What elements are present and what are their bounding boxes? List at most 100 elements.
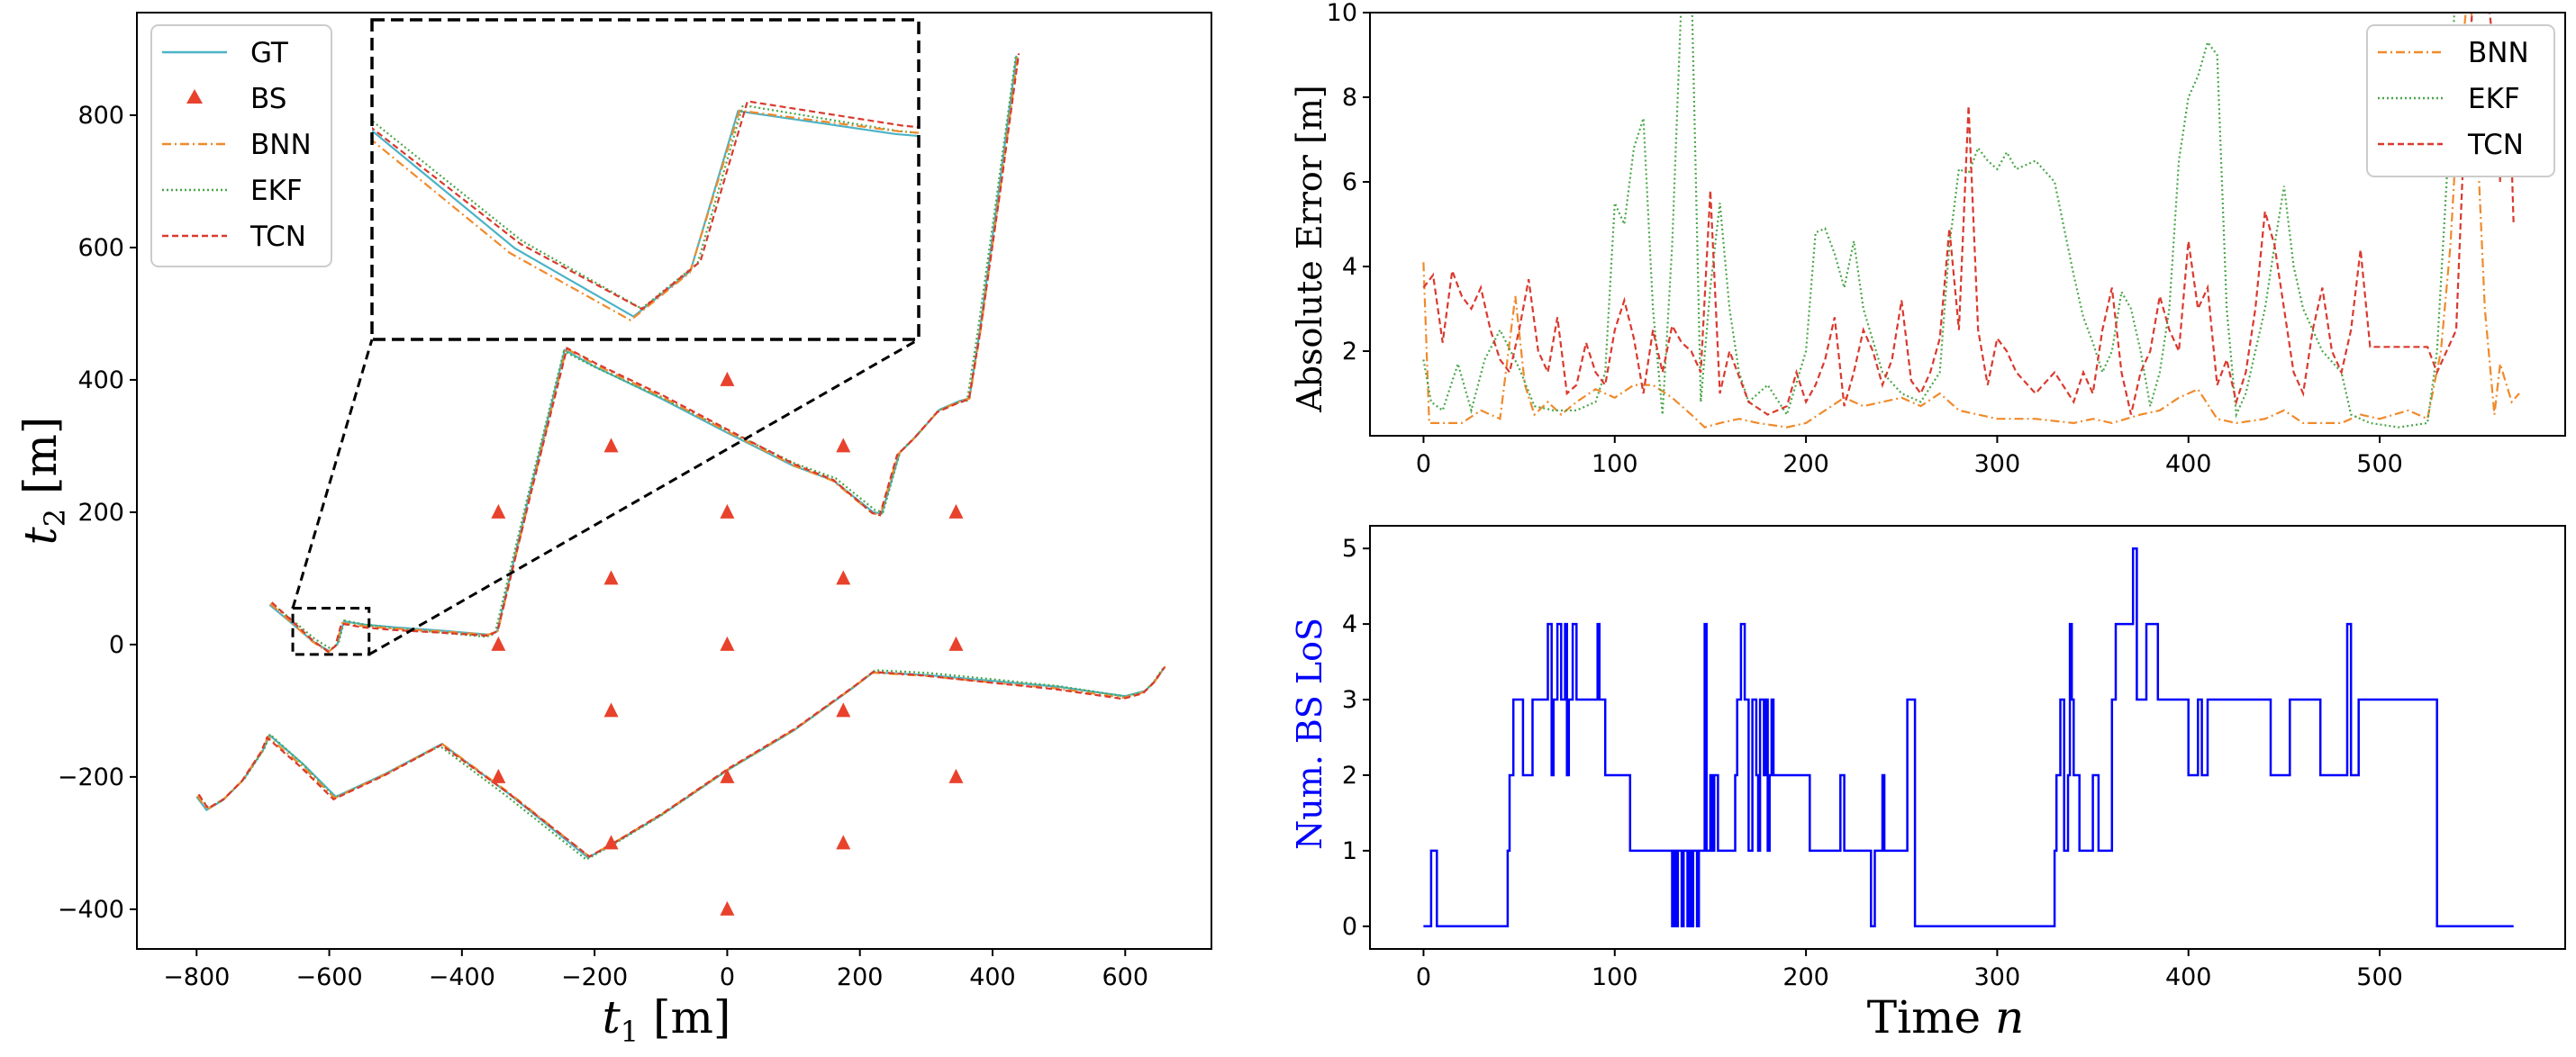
x-tick-label: 400 bbox=[2165, 450, 2212, 478]
zoom-connector-left bbox=[291, 339, 374, 609]
x-tick-label: 600 bbox=[1102, 963, 1148, 991]
base-station-marker bbox=[836, 570, 851, 585]
base-station-marker bbox=[491, 503, 506, 519]
x-tick-label: 0 bbox=[1416, 963, 1431, 991]
los-x-ticks: 0 100 200 300 400 500 bbox=[1416, 949, 2403, 991]
x-tick-label: 0 bbox=[1416, 450, 1431, 478]
base-station-marker bbox=[603, 570, 619, 585]
zoom-connector-right bbox=[368, 338, 920, 656]
trajectory-y-axis-label: t2 [m] bbox=[14, 417, 72, 546]
x-tick-label: −400 bbox=[429, 963, 495, 991]
los-y-axis-label: Num. BS LoS bbox=[1290, 618, 1329, 850]
error-plot-frame bbox=[1369, 12, 2566, 437]
base-station-marker bbox=[948, 768, 964, 783]
x-tick-label: 500 bbox=[2356, 450, 2403, 478]
trajectory-legend: GT BS BNN EKF TCN bbox=[150, 24, 332, 267]
base-station-marker bbox=[720, 900, 735, 916]
x-tick-label: 100 bbox=[1592, 450, 1638, 478]
legend-ekf-label: EKF bbox=[250, 175, 303, 207]
error-y-ticks: 2 4 6 8 10 bbox=[1327, 0, 1370, 366]
y-tick-label: 6 bbox=[1342, 168, 1357, 196]
y-tick-label: 4 bbox=[1342, 610, 1357, 638]
base-station-marker bbox=[948, 636, 964, 651]
x-tick-label: 400 bbox=[969, 963, 1016, 991]
base-station-marker bbox=[603, 702, 619, 718]
ekf-trajectory-upper bbox=[270, 56, 1017, 651]
y-tick-label: 0 bbox=[109, 631, 124, 659]
y-tick-label: 2 bbox=[1342, 762, 1357, 790]
x-tick-label: −600 bbox=[295, 963, 362, 991]
tcn-trajectory-lower bbox=[197, 666, 1166, 858]
base-station-marker bbox=[836, 835, 851, 850]
zoom-inset bbox=[372, 100, 919, 322]
x-tick-label: 300 bbox=[1974, 450, 2021, 478]
y-tick-label: 4 bbox=[1342, 253, 1357, 281]
x-tick-label: 200 bbox=[1782, 450, 1829, 478]
y-tick-label: 5 bbox=[1342, 535, 1357, 563]
ekf-trajectory-zoom bbox=[372, 104, 919, 311]
tcn-error-line bbox=[1422, 13, 2515, 416]
error-y-axis-label: Absolute Error [m] bbox=[1290, 85, 1329, 413]
error-legend: BNN EKF TCN bbox=[2366, 24, 2555, 177]
error-x-ticks: 0 100 200 300 400 500 bbox=[1416, 436, 2403, 478]
x-tick-label: 400 bbox=[2165, 963, 2212, 991]
x-tick-label: −800 bbox=[163, 963, 230, 991]
los-x-axis-label: Time n bbox=[1867, 991, 2024, 1043]
zoom-source-box bbox=[291, 606, 371, 656]
tcn-trajectory-zoom bbox=[372, 100, 919, 311]
trajectory-legend-box bbox=[150, 24, 332, 267]
legend-bs-label: BS bbox=[250, 83, 286, 115]
x-tick-label: 0 bbox=[720, 963, 735, 991]
y-tick-label: 10 bbox=[1327, 0, 1357, 27]
base-station-marker bbox=[720, 371, 735, 386]
legend-bnn-label: BNN bbox=[2468, 37, 2529, 69]
trajectory-x-ticks: −800 −600 −400 −200 0 200 400 600 bbox=[163, 949, 1148, 991]
trajectory-chart: −800 −600 −400 −200 0 200 400 600 −400 −200 0 200 4… bbox=[14, 12, 1212, 1049]
trajectory-y-ticks: −400 −200 0 200 400 600 800 bbox=[58, 102, 137, 924]
legend-tcn-label: TCN bbox=[249, 221, 306, 253]
trajectory-x-axis-label: t1 [m] bbox=[603, 991, 731, 1049]
base-station-marker bbox=[603, 438, 619, 453]
legend-bs-swatch bbox=[186, 89, 203, 104]
x-tick-label: 200 bbox=[1782, 963, 1829, 991]
y-tick-label: −200 bbox=[58, 763, 124, 791]
x-tick-label: 100 bbox=[1592, 963, 1638, 991]
tcn-trajectory-upper bbox=[270, 53, 1020, 654]
legend-gt-label: GT bbox=[250, 37, 289, 69]
base-station-marker bbox=[720, 503, 735, 519]
bnn-trajectory-upper bbox=[269, 53, 1020, 654]
y-tick-label: 1 bbox=[1342, 837, 1357, 865]
bnn-error-line bbox=[1422, 13, 2520, 429]
x-tick-label: 500 bbox=[2356, 963, 2403, 991]
base-station-marker bbox=[720, 636, 735, 651]
y-tick-label: 400 bbox=[77, 366, 124, 394]
legend-ekf-label: EKF bbox=[2468, 83, 2520, 115]
x-tick-label: 300 bbox=[1974, 963, 2021, 991]
absolute-error-chart: 0 100 200 300 400 500 2 4 6 8 10 BNN EKF TCN Abso… bbox=[1290, 0, 2566, 478]
los-count-line bbox=[1423, 547, 2514, 928]
trajectory-plot-frame bbox=[136, 12, 1212, 950]
legend-tcn-label: TCN bbox=[2467, 129, 2524, 161]
y-tick-label: 600 bbox=[77, 234, 124, 262]
y-tick-label: 800 bbox=[77, 102, 124, 130]
los-y-ticks: 0 1 2 3 4 5 bbox=[1342, 535, 1370, 941]
zoom-inset-background bbox=[372, 20, 919, 339]
base-station-marker bbox=[491, 768, 506, 783]
zoom-inset-frame bbox=[370, 18, 921, 341]
y-tick-label: 8 bbox=[1342, 84, 1357, 112]
y-tick-label: 2 bbox=[1342, 338, 1357, 366]
base-station-marker bbox=[603, 835, 619, 850]
error-legend-box bbox=[2366, 24, 2555, 177]
y-tick-label: −400 bbox=[58, 896, 124, 924]
x-tick-label: 200 bbox=[837, 963, 884, 991]
base-station-marker bbox=[836, 702, 851, 718]
los-plot-frame bbox=[1369, 525, 2566, 950]
legend-bnn-label: BNN bbox=[250, 129, 312, 161]
y-tick-label: 0 bbox=[1342, 913, 1357, 941]
y-tick-label: 3 bbox=[1342, 686, 1357, 714]
bnn-trajectory-zoom bbox=[372, 109, 919, 322]
base-station-marker bbox=[491, 636, 506, 651]
x-tick-label: −200 bbox=[561, 963, 628, 991]
base-station-marker bbox=[720, 768, 735, 783]
